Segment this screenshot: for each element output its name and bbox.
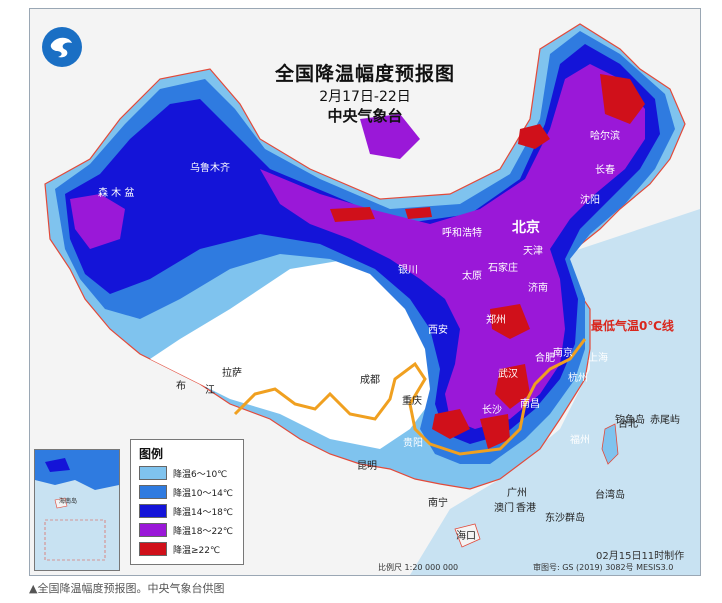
legend-item: 降温10～14℃ [139,485,233,499]
made-at: 02月15日11时制作 [596,551,685,562]
place-label: 海口 [456,531,476,542]
image-caption: ▲全国降温幅度预报图。中央气象台供图 [29,582,225,595]
place-label: 澳门 [494,503,514,514]
place-label: 郑州 [486,315,506,326]
cma-logo [42,27,82,67]
map-approval: 审图号: GS (2019) 3082号 MESIS3.0 [533,563,674,572]
map-agency: 中央气象台 [327,107,403,125]
legend-label: 降温18～22℃ [173,526,234,537]
legend-item: 降温18～22℃ [139,523,233,537]
plateau-area [150,259,440,449]
place-label: 福州 [570,435,590,446]
place-label: 台湾岛 [595,490,625,501]
place-label: 天津 [523,246,543,257]
map-graphic [30,9,700,575]
place-label: 拉萨 [222,368,242,379]
place-label: 沈阳 [580,195,600,206]
place-label: 银川 [398,265,418,276]
legend-swatch [139,542,167,556]
place-label: 太原 [462,271,482,282]
place-label: 兰州 [370,303,390,314]
legend-swatch [139,504,167,518]
inset-graphic [35,450,119,561]
place-label: 赤尾屿 [650,415,680,426]
place-label: 重庆 [402,396,422,407]
legend-label: 降温≥22℃ [173,545,221,556]
legend-label: 降温14～18℃ [173,507,234,518]
legend-label: 降温10～14℃ [173,488,234,499]
place-label: 布 [176,381,186,392]
place-label: 南京 [553,348,573,359]
forecast-map: 全国降温幅度预报图 2月17日-22日 中央气象台 乌鲁木齐 森 木 盆 哈尔滨… [29,8,701,576]
place-label: 上海 [588,353,608,364]
place-label: 北京 [512,220,540,236]
south-sea-inset: 海南岛 [34,449,120,571]
place-label: 合肥 [535,353,555,364]
legend-item: 降温≥22℃ [139,542,220,556]
map-dates: 2月17日-22日 [319,89,411,105]
map-scale: 比例尺 1:20 000 000 [378,563,459,572]
place-label: 南昌 [520,399,540,410]
place-label: 西安 [428,325,448,336]
place-label: 乌鲁木齐 [190,163,230,174]
place-label: 昆明 [357,461,377,472]
legend-item: 降温6～10℃ [139,466,227,480]
place-label: 长春 [595,165,615,176]
zero-line-label: 最低气温0℃线 [591,319,674,333]
place-label: 江 [205,385,215,396]
place-label: 东沙群岛 [545,513,585,524]
legend-item: 降温14～18℃ [139,504,233,518]
place-label: 长沙 [482,405,502,416]
place-label: 海南岛 [59,498,78,505]
place-label: 成都 [360,375,380,386]
place-label: 香港 [516,503,536,514]
place-label: 西宁 [342,296,362,307]
place-label: 广州 [507,488,527,499]
legend-swatch [139,485,167,499]
legend: 图例 降温6～10℃ 降温10～14℃ 降温14～18℃ 降温18～22℃ 降温… [130,439,244,565]
map-title: 全国降温幅度预报图 [274,63,455,85]
sea-area [410,209,700,575]
place-label: 杭州 [568,373,588,384]
place-label: 济南 [528,283,548,294]
place-label: 呼和浩特 [442,228,482,239]
place-label: 武汉 [498,369,518,380]
place-label: 石家庄 [488,263,518,274]
legend-swatch [139,523,167,537]
place-label: 哈尔滨 [590,131,620,142]
place-label: 南宁 [428,498,448,509]
zero-degree-line [233,338,587,456]
legend-title: 图例 [139,447,164,461]
place-label: 台北 [618,419,638,430]
place-label: 森 木 盆 [98,188,135,199]
legend-swatch [139,466,167,480]
legend-label: 降温6～10℃ [173,469,228,480]
place-label: 钓鱼岛 [615,415,645,426]
place-label: 贵阳 [403,438,423,449]
